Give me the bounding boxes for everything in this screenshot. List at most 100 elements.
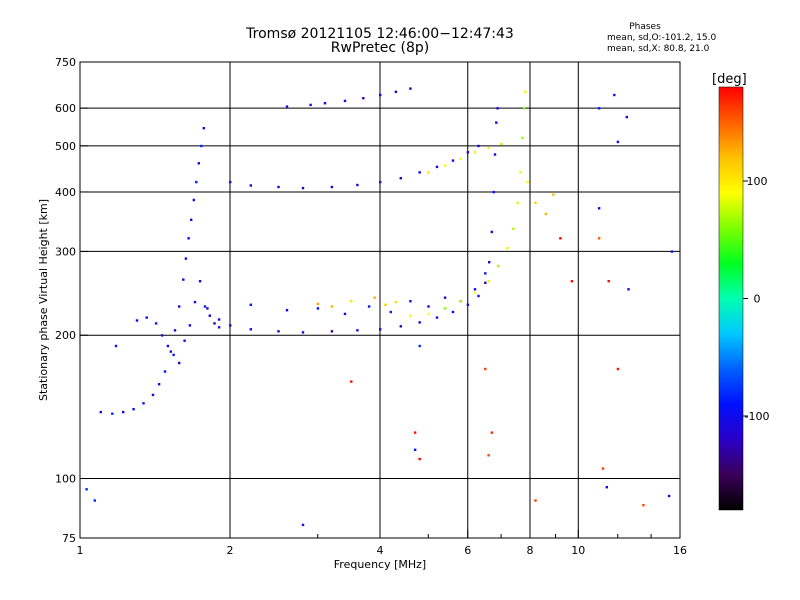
data-point — [379, 180, 382, 184]
data-point — [427, 171, 430, 174]
data-point — [192, 198, 195, 202]
data-point — [285, 309, 289, 312]
data-point — [526, 180, 529, 184]
data-point — [142, 402, 145, 405]
data-point — [451, 310, 455, 314]
data-point — [229, 324, 232, 327]
data-point — [519, 171, 522, 174]
data-point — [495, 121, 498, 124]
data-point — [516, 201, 519, 204]
data-point — [178, 305, 181, 308]
data-points — [85, 87, 674, 527]
data-point — [183, 339, 186, 342]
data-point — [473, 288, 477, 291]
data-point — [597, 237, 601, 240]
data-point — [534, 499, 537, 502]
colorbar-tick-label: 0 — [754, 293, 761, 306]
y-tick-label: 750 — [55, 56, 76, 69]
data-point — [570, 280, 574, 283]
data-point — [301, 331, 305, 334]
data-point — [249, 184, 252, 187]
data-point — [605, 486, 608, 489]
data-point — [493, 153, 497, 156]
data-point — [166, 344, 170, 348]
data-point — [132, 408, 135, 411]
data-point — [497, 264, 500, 268]
data-point — [379, 328, 382, 331]
data-point — [99, 410, 102, 414]
phase-stats-title: Phases — [629, 22, 661, 32]
data-point — [169, 350, 172, 353]
x-tick-label: 8 — [527, 544, 534, 557]
data-point — [597, 207, 601, 210]
y-tick-label: 400 — [55, 186, 76, 199]
colorbar-label: [deg] — [712, 72, 747, 87]
data-point — [277, 185, 280, 189]
data-point — [190, 218, 193, 221]
data-point — [477, 294, 480, 298]
grid-lines — [80, 62, 680, 538]
data-point — [490, 431, 493, 434]
data-point — [163, 370, 167, 373]
data-point — [330, 305, 334, 308]
data-point — [488, 261, 491, 264]
x-tick-label: 6 — [464, 544, 471, 557]
data-point — [413, 431, 417, 434]
data-point — [323, 102, 327, 105]
data-point — [373, 296, 376, 299]
data-point — [477, 144, 480, 148]
data-point — [316, 307, 320, 310]
y-axis-label: Stationary phase Virtual Height [km] — [37, 199, 50, 401]
data-point — [409, 87, 412, 90]
data-point — [523, 107, 526, 110]
data-point — [418, 457, 421, 461]
data-point — [187, 237, 190, 240]
y-axis: 75 100 200 300 400 500 600 750 — [55, 56, 88, 545]
data-point — [500, 142, 503, 146]
data-point — [409, 300, 412, 303]
data-point — [418, 344, 421, 348]
x-tick-label: 2 — [227, 544, 234, 557]
data-point — [597, 107, 601, 110]
data-point — [616, 367, 620, 371]
data-point — [484, 367, 487, 371]
chart-subtitle: RwPretec (8p) — [330, 40, 430, 56]
data-point — [301, 186, 305, 190]
data-point — [202, 127, 205, 130]
data-point — [193, 300, 197, 304]
data-point — [466, 303, 470, 306]
data-point — [213, 322, 216, 325]
data-point — [350, 300, 353, 303]
data-point — [217, 318, 221, 321]
data-point — [427, 312, 430, 316]
data-point — [343, 99, 347, 103]
data-point — [521, 136, 524, 140]
data-point — [667, 494, 671, 498]
data-point — [93, 499, 96, 502]
data-point — [316, 302, 320, 306]
data-point — [178, 361, 181, 365]
colorbar-tick-label: 100 — [747, 175, 768, 188]
data-point — [459, 300, 462, 303]
data-point — [367, 305, 371, 308]
data-point — [559, 237, 562, 240]
data-point — [399, 325, 402, 328]
data-point — [459, 157, 462, 160]
data-point — [200, 144, 203, 148]
y-tick-label: 500 — [55, 140, 76, 153]
data-point — [427, 305, 430, 308]
data-point — [466, 151, 470, 154]
data-point — [182, 278, 185, 281]
data-point — [484, 281, 487, 284]
data-point — [111, 412, 114, 415]
x-tick-label: 1 — [77, 544, 84, 557]
data-point — [384, 303, 387, 306]
data-point — [394, 300, 398, 304]
data-point — [188, 324, 192, 327]
data-point — [356, 329, 359, 332]
data-point — [487, 146, 490, 150]
colorbar — [718, 86, 744, 511]
data-point — [135, 319, 139, 322]
data-point — [356, 183, 359, 187]
